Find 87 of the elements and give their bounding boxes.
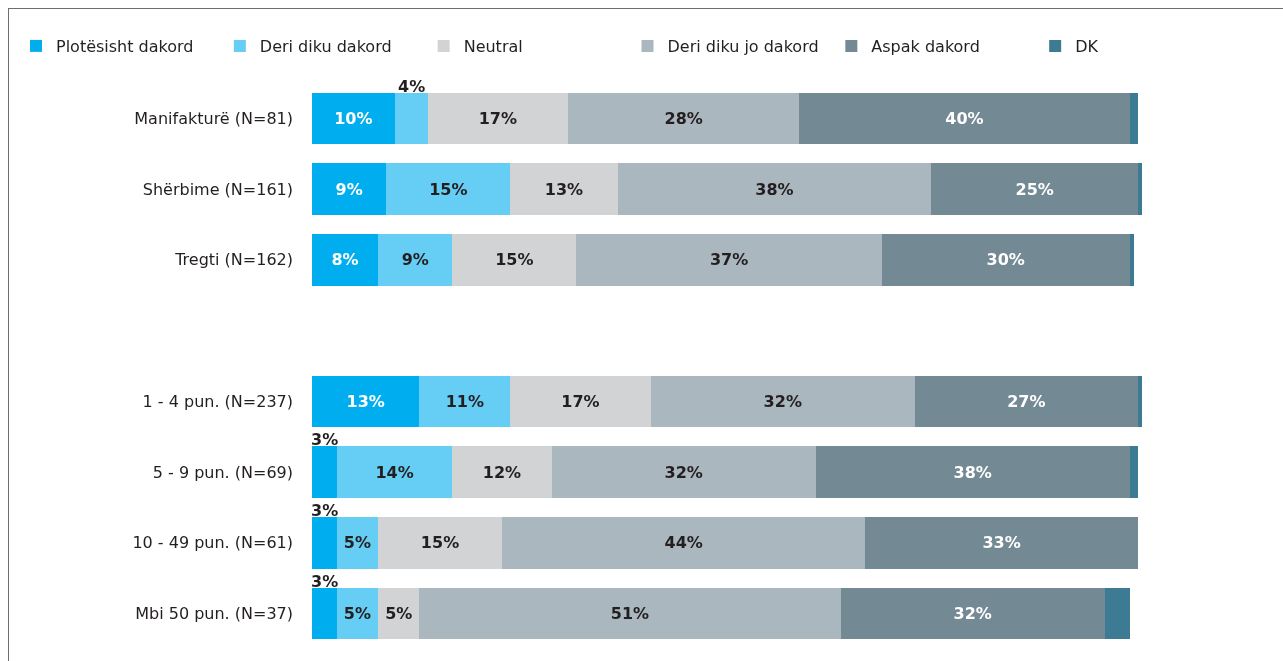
- data-label: 37%: [709, 250, 749, 270]
- bar: [312, 92, 395, 145]
- data-label: 9%: [401, 250, 429, 270]
- data-label: 33%: [982, 533, 1021, 553]
- data-label: 5%: [343, 604, 372, 624]
- legend-label: Deri diku jo dakord: [667, 37, 819, 57]
- bar: [394, 92, 428, 145]
- bar: [617, 163, 932, 215]
- bar: [419, 375, 511, 428]
- bar: [312, 163, 387, 215]
- bar: [312, 375, 420, 428]
- data-label: 38%: [755, 179, 794, 199]
- data-label: 44%: [664, 533, 703, 553]
- data-label: 4%: [398, 77, 426, 96]
- bar: [312, 234, 379, 286]
- bar: [386, 163, 511, 215]
- data-label: 13%: [544, 179, 584, 199]
- legend-label: DK: [1075, 37, 1099, 57]
- data-label: 30%: [986, 250, 1025, 270]
- data-label: 15%: [420, 533, 460, 553]
- bar: [378, 234, 453, 286]
- y-tick-label: Mbi 50 pun. (N=37): [135, 604, 293, 624]
- bar: [378, 517, 502, 569]
- bar: [510, 375, 651, 428]
- bar: [312, 446, 337, 498]
- data-label: 40%: [945, 108, 984, 128]
- data-label: 3%: [311, 501, 339, 520]
- data-label: 13%: [346, 391, 385, 411]
- data-label: 5%: [343, 533, 372, 553]
- data-label: 10%: [334, 108, 373, 128]
- data-label: 51%: [610, 604, 650, 624]
- data-label: 28%: [664, 108, 703, 128]
- bar: [501, 517, 866, 569]
- bar: [1129, 234, 1134, 286]
- data-label: 11%: [445, 391, 484, 411]
- bar: [312, 517, 337, 569]
- bar: [650, 375, 915, 428]
- bar: [510, 163, 618, 215]
- y-tick-label: Manifakturë (N=81): [134, 108, 293, 128]
- data-label: 3%: [311, 572, 339, 591]
- bar: [1104, 587, 1130, 640]
- bar: [914, 375, 1138, 428]
- y-tick-label: Tregti (N=162): [174, 250, 293, 270]
- legend-label: Deri diku dakord: [259, 37, 392, 57]
- data-label: 32%: [763, 391, 802, 411]
- legend-label: Plotësisht dakord: [56, 37, 194, 57]
- bar: [840, 587, 1105, 640]
- bar: [576, 234, 882, 286]
- bar: [1137, 163, 1142, 215]
- bar: [336, 517, 379, 569]
- data-label: 15%: [495, 250, 534, 270]
- data-label: 17%: [478, 108, 517, 128]
- bar: [1129, 446, 1138, 498]
- data-label: 25%: [1015, 179, 1054, 199]
- bar: [551, 446, 816, 498]
- data-label: 38%: [953, 462, 992, 482]
- data-label: 27%: [1007, 391, 1046, 411]
- data-label: 9%: [335, 179, 363, 199]
- bar: [452, 234, 577, 286]
- bar: [1129, 92, 1138, 145]
- data-label: 5%: [385, 604, 413, 624]
- bar: [419, 587, 841, 640]
- data-label: 17%: [561, 391, 600, 411]
- data-label: 32%: [664, 462, 703, 482]
- y-tick-label: 5 - 9 pun. (N=69): [152, 462, 293, 482]
- bar: [427, 92, 569, 145]
- bar: [931, 163, 1138, 215]
- legend-label: Aspak dakord: [871, 37, 980, 57]
- data-label: 8%: [331, 250, 359, 270]
- data-label: 32%: [953, 604, 992, 624]
- bar: [568, 92, 800, 145]
- y-tick-label: Shërbime (N=161): [142, 179, 293, 199]
- bar: [312, 587, 337, 640]
- bar: [815, 446, 1130, 498]
- data-label: 3%: [311, 430, 339, 449]
- bar: [336, 446, 453, 498]
- y-tick-label: 10 - 49 pun. (N=61): [132, 533, 293, 553]
- bar: [452, 446, 552, 498]
- data-label: 14%: [375, 462, 414, 482]
- bar: [865, 517, 1138, 569]
- legend-label: Neutral: [463, 37, 523, 57]
- bar: [881, 234, 1130, 286]
- bar: [1137, 375, 1142, 428]
- bar: [799, 92, 1130, 145]
- y-tick-label: 1 - 4 pun. (N=237): [142, 391, 293, 411]
- data-label: 15%: [429, 179, 468, 199]
- data-label: 12%: [482, 462, 522, 482]
